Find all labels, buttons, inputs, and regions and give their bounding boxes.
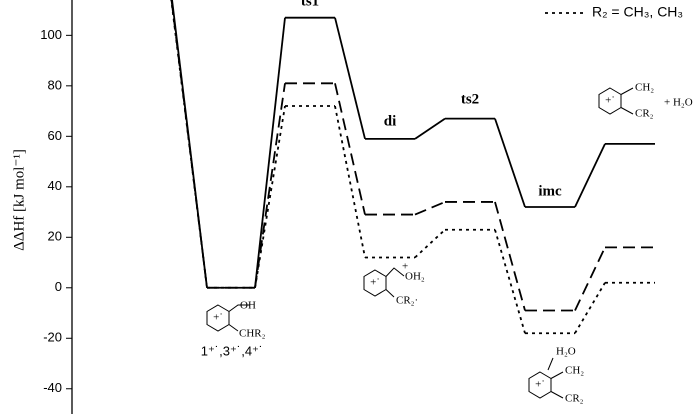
structures xyxy=(206,87,634,399)
connector xyxy=(170,0,208,288)
y-tick-label: 0 xyxy=(55,279,62,294)
structure-label: + xyxy=(402,261,408,273)
connector xyxy=(494,201,526,311)
structure-label: OH xyxy=(240,300,256,312)
connector xyxy=(494,118,526,208)
connector xyxy=(334,105,366,258)
structure-label: CR₂ xyxy=(565,393,584,405)
y-tick-label: 80 xyxy=(48,77,62,92)
category-label: imc xyxy=(538,183,562,199)
structure-label: H₂O xyxy=(556,346,576,358)
y-tick-label: 40 xyxy=(48,178,62,193)
connector xyxy=(414,229,446,259)
category-label: ts2 xyxy=(461,91,479,107)
structure-label: CHR₂ xyxy=(239,328,266,340)
connector xyxy=(414,117,446,140)
connector xyxy=(574,247,606,311)
structure-label: +˙ xyxy=(370,277,380,289)
y-tick-label: -40 xyxy=(43,380,62,395)
category-label: 1⁺˙,3⁺˙,4⁺˙ xyxy=(201,343,264,358)
structure-label: + H₂O xyxy=(664,97,693,109)
category-label: ts1 xyxy=(301,0,319,9)
connector xyxy=(574,282,606,334)
legend-label: R₂ = CH₃, CH₃ xyxy=(592,4,683,20)
connector xyxy=(414,201,446,216)
connector xyxy=(170,0,208,288)
structure-label: CR₂ xyxy=(635,108,654,120)
y-tick-label: 20 xyxy=(48,229,62,244)
y-axis-label: ΔΔHf [kJ mol⁻¹] xyxy=(11,149,27,251)
structure-label: +˙ xyxy=(213,312,223,324)
structure-label: CH₂ xyxy=(565,365,584,377)
y-tick-label: 100 xyxy=(40,27,62,42)
connector xyxy=(334,17,366,140)
category-label: di xyxy=(384,113,397,129)
connector xyxy=(334,83,366,215)
y-tick-label: -20 xyxy=(43,330,62,345)
connector xyxy=(171,0,208,288)
connector xyxy=(254,83,286,288)
connector xyxy=(494,229,526,334)
connector xyxy=(574,143,606,208)
structure-label: +˙ xyxy=(605,95,615,107)
structure-label: CR₂· xyxy=(396,295,418,307)
connector xyxy=(254,17,286,288)
structure-label: CH₂ xyxy=(635,82,654,94)
plot-area xyxy=(170,0,655,335)
y-tick-label: 60 xyxy=(48,128,62,143)
structure-label: +˙ xyxy=(535,379,545,391)
connector xyxy=(254,105,286,288)
structure-label: OH₂ xyxy=(405,271,425,283)
